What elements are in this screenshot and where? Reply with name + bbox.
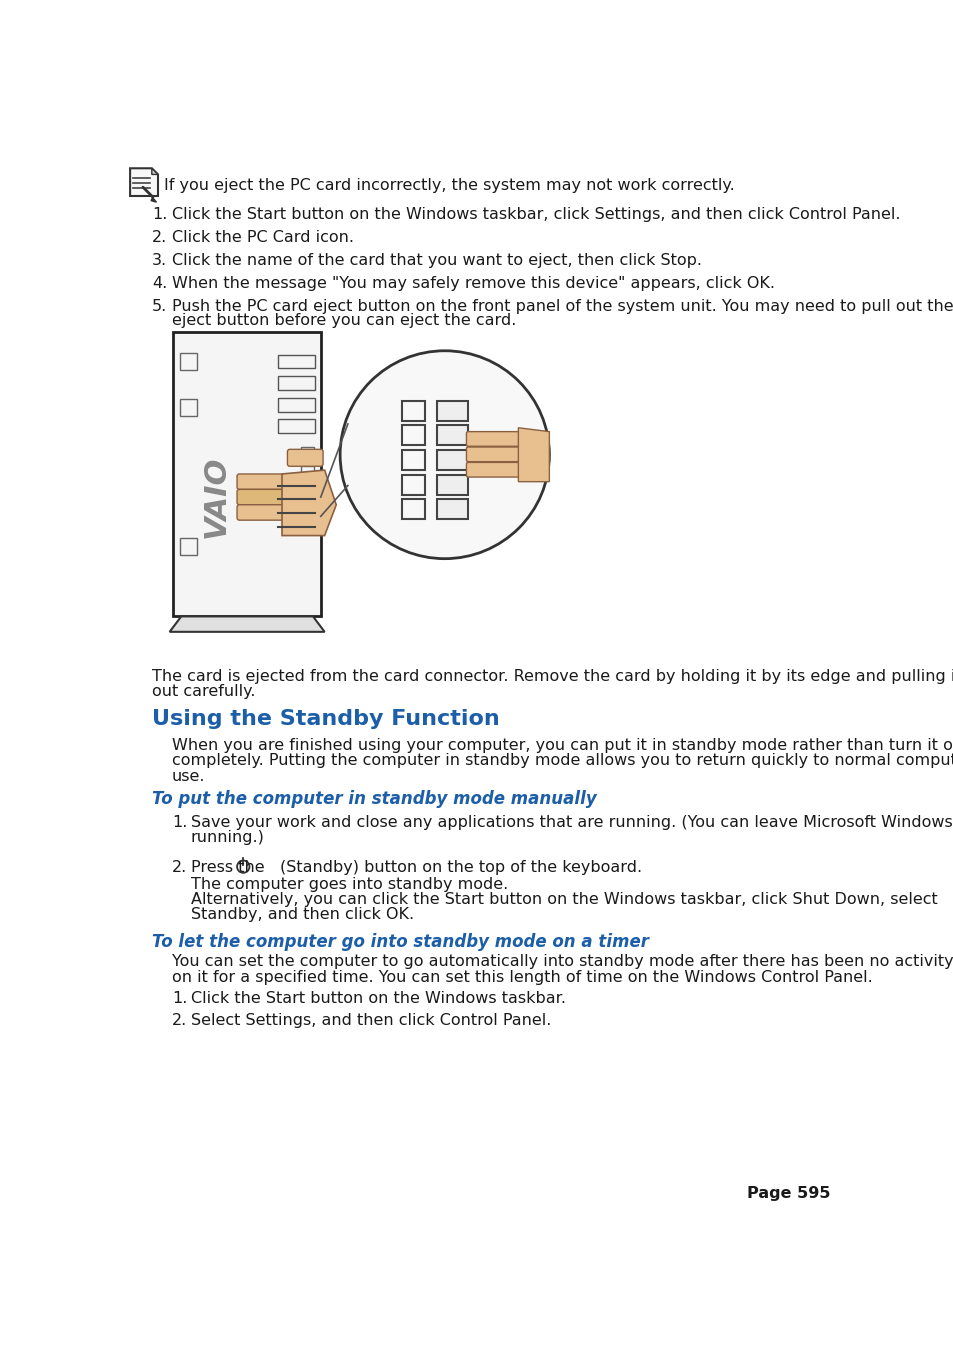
Bar	[179, 400, 196, 416]
Text: 3.: 3.	[152, 253, 167, 267]
Text: eject button before you can eject the card.: eject button before you can eject the ca…	[172, 313, 516, 328]
FancyBboxPatch shape	[173, 331, 320, 616]
Bar	[301, 466, 314, 477]
FancyBboxPatch shape	[236, 474, 284, 489]
Polygon shape	[517, 428, 549, 482]
Bar	[402, 426, 425, 446]
Text: The card is ejected from the card connector. Remove the card by holding it by it: The card is ejected from the card connec…	[152, 669, 953, 684]
Bar	[301, 447, 314, 458]
Text: Page 595: Page 595	[746, 1186, 830, 1201]
Text: 5.: 5.	[152, 299, 167, 315]
Text: 2.: 2.	[172, 1013, 187, 1028]
Circle shape	[340, 351, 549, 559]
Text: running.): running.)	[191, 831, 264, 846]
Bar	[301, 485, 314, 496]
Bar	[278, 419, 315, 434]
Polygon shape	[282, 470, 335, 535]
Bar	[436, 401, 468, 422]
Polygon shape	[152, 169, 158, 174]
Text: To put the computer in standby mode manually: To put the computer in standby mode manu…	[152, 790, 596, 808]
Text: Save your work and close any applications that are running. (You can leave Micro: Save your work and close any application…	[191, 815, 951, 830]
Bar	[436, 426, 468, 446]
Bar	[436, 474, 468, 494]
Text: To let the computer go into standby mode on a timer: To let the computer go into standby mode…	[152, 934, 648, 951]
Polygon shape	[170, 616, 324, 632]
Text: Click the PC Card icon.: Click the PC Card icon.	[172, 230, 354, 245]
Polygon shape	[151, 197, 156, 203]
Bar	[402, 474, 425, 494]
Text: When the message "You may safely remove this device" appears, click OK.: When the message "You may safely remove …	[172, 276, 774, 290]
Text: Click the name of the card that you want to eject, then click Stop.: Click the name of the card that you want…	[172, 253, 701, 267]
FancyBboxPatch shape	[466, 462, 519, 477]
Text: VAIO: VAIO	[201, 455, 231, 538]
Text: The computer goes into standby mode.: The computer goes into standby mode.	[191, 877, 507, 892]
Text: out carefully.: out carefully.	[152, 684, 255, 700]
Text: If you eject the PC card incorrectly, the system may not work correctly.: If you eject the PC card incorrectly, th…	[164, 177, 734, 193]
Bar	[278, 354, 315, 369]
Text: Click the Start button on the Windows taskbar.: Click the Start button on the Windows ta…	[191, 992, 565, 1006]
Bar	[179, 538, 196, 555]
Text: You can set the computer to go automatically into standby mode after there has b: You can set the computer to go automatic…	[172, 954, 953, 970]
Bar	[436, 500, 468, 519]
Bar	[402, 500, 425, 519]
Text: Click the Start button on the Windows taskbar, click Settings, and then click Co: Click the Start button on the Windows ta…	[172, 207, 900, 222]
Text: When you are finished using your computer, you can put it in standby mode rather: When you are finished using your compute…	[172, 738, 953, 753]
FancyBboxPatch shape	[236, 505, 284, 520]
Text: completely. Putting the computer in standby mode allows you to return quickly to: completely. Putting the computer in stan…	[172, 754, 953, 769]
FancyBboxPatch shape	[236, 489, 284, 505]
Text: 2.: 2.	[172, 859, 187, 874]
Bar	[402, 450, 425, 470]
FancyBboxPatch shape	[466, 447, 519, 462]
Bar	[179, 353, 196, 370]
Text: use.: use.	[172, 769, 205, 784]
Text: Alternatively, you can click the Start button on the Windows taskbar, click Shut: Alternatively, you can click the Start b…	[191, 892, 936, 907]
Bar	[402, 401, 425, 422]
Text: Using the Standby Function: Using the Standby Function	[152, 709, 499, 728]
Text: Press the   (Standby) button on the top of the keyboard.: Press the (Standby) button on the top of…	[191, 859, 641, 874]
Text: on it for a specified time. You can set this length of time on the Windows Contr: on it for a specified time. You can set …	[172, 970, 872, 985]
Bar	[436, 450, 468, 470]
Bar	[278, 397, 315, 412]
Text: Push the PC card eject button on the front panel of the system unit. You may nee: Push the PC card eject button on the fro…	[172, 299, 953, 315]
Text: Standby, and then click OK.: Standby, and then click OK.	[191, 908, 414, 923]
Text: Select Settings, and then click Control Panel.: Select Settings, and then click Control …	[191, 1013, 550, 1028]
FancyBboxPatch shape	[466, 431, 519, 446]
Text: 1.: 1.	[172, 992, 187, 1006]
Bar	[278, 376, 315, 390]
Text: 1.: 1.	[172, 815, 187, 830]
Text: 4.: 4.	[152, 276, 167, 290]
Text: 2.: 2.	[152, 230, 167, 245]
Text: 1.: 1.	[152, 207, 167, 222]
FancyBboxPatch shape	[287, 450, 323, 466]
Polygon shape	[130, 169, 158, 196]
